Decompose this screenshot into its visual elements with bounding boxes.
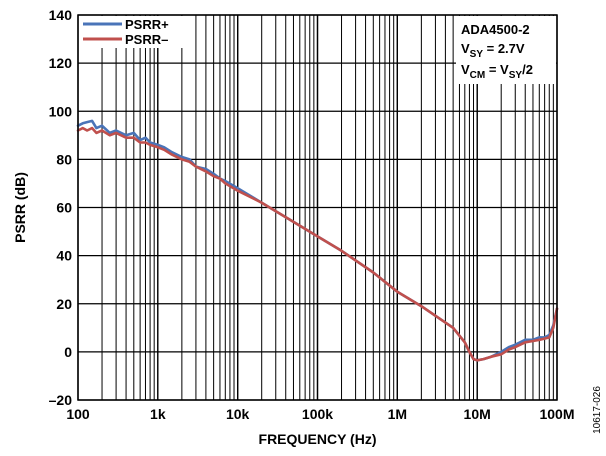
x-axis-title: FREQUENCY (Hz)	[259, 431, 377, 447]
y-tick-label: 40	[56, 248, 72, 264]
legend-label-psrr-plus: PSRR+	[125, 17, 169, 32]
data-series	[76, 119, 559, 362]
x-axis-ticks: 100 1k 10k 100k 1M 10M 100M	[66, 406, 574, 422]
plot-frame	[77, 14, 558, 401]
y-axis-title: PSRR (dB)	[12, 172, 28, 243]
annotation-common-mode-voltage: VCM = VSY/2	[461, 62, 533, 81]
figure-id: 10617-026	[592, 386, 603, 434]
x-tick-label: 10M	[464, 406, 491, 422]
x-tick-label: 100	[66, 406, 90, 422]
y-axis-ticks: –20 0 20 40 60 80 100 120 140	[49, 7, 73, 408]
x-tick-label: 100M	[539, 406, 574, 422]
y-tick-label: 80	[56, 151, 72, 167]
annotation-supply-voltage: VSY = 2.7V	[461, 41, 525, 60]
y-tick-label: 20	[56, 296, 72, 312]
series-line-psrr-minus	[76, 126, 559, 362]
annotation-part-name: ADA4500-2	[461, 22, 530, 37]
y-tick-label: 100	[49, 103, 73, 119]
annotation-background	[456, 16, 556, 84]
y-tick-label: 140	[49, 7, 73, 23]
y-tick-label: 0	[64, 344, 72, 360]
x-tick-label: 1k	[150, 406, 166, 422]
annotation-box: ADA4500-2 VSY = 2.7V VCM = VSY/2	[456, 16, 556, 84]
x-tick-label: 1M	[388, 406, 407, 422]
legend-label-psrr-minus: PSRR–	[125, 32, 168, 47]
legend: PSRR+ PSRR–	[79, 16, 187, 48]
y-tick-label: –20	[49, 392, 73, 408]
y-tick-label: 60	[56, 200, 72, 216]
x-tick-label: 10k	[226, 406, 250, 422]
x-tick-label: 100k	[302, 406, 333, 422]
y-tick-label: 120	[49, 55, 73, 71]
legend-box	[79, 16, 187, 48]
